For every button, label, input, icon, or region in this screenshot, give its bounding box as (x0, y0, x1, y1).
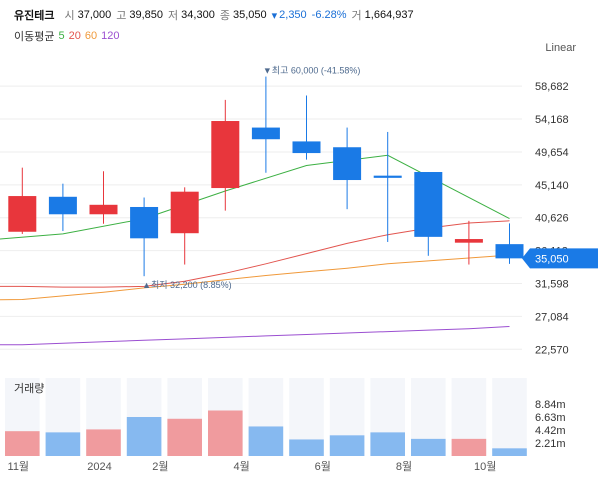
volume-bar (5, 431, 40, 456)
candle-body (211, 121, 240, 189)
ma60-line (0, 254, 510, 301)
y-tick-label: 49,654 (535, 147, 569, 159)
high-annotation: ▼최고 60,000 (-41.58%) (263, 66, 361, 76)
y-tick-label: 58,682 (535, 81, 569, 93)
change-arrow-icon: ▾ (271, 9, 278, 22)
high-label: 고 (116, 10, 127, 22)
volume-bar (411, 438, 446, 456)
current-price-label: 35,050 (535, 253, 569, 265)
volume-bar (492, 448, 527, 456)
candle-body (89, 204, 118, 215)
x-tick-label: 2월 (152, 460, 168, 473)
volume-bar (167, 418, 202, 456)
volume-bar (126, 417, 162, 456)
volume-bar (208, 410, 243, 456)
x-tick-label: 11월 (8, 460, 30, 473)
change-value: 2,350 (279, 9, 307, 21)
close-label: 종 (219, 10, 230, 22)
x-tick-label: 6월 (315, 460, 331, 473)
volume-bar (329, 435, 365, 456)
volume-bar (451, 438, 487, 456)
volume-bar (45, 432, 81, 456)
volume-tick-label: 8.84m (535, 399, 566, 411)
candle-body (495, 244, 524, 259)
low-value: 34,300 (181, 9, 215, 21)
open-value: 37,000 (77, 9, 112, 21)
ma-20-label: 20 (68, 30, 81, 42)
x-tick-label: 4월 (233, 460, 249, 473)
volume-bar (370, 432, 405, 456)
candle-body (414, 172, 443, 237)
y-tick-label: 45,140 (535, 180, 569, 192)
current-price-tag (522, 248, 598, 269)
ma-120-label: 120 (101, 30, 120, 42)
ma-5-label: 5 (58, 30, 65, 42)
candle-body (333, 147, 362, 181)
open-label: 시 (64, 10, 75, 22)
moving-average-legend[interactable]: 이동평균 5 20 60 120 (14, 28, 123, 44)
low-annotation: ▲최저 32,200 (8.85%) (142, 280, 232, 290)
price-summary-header: 유진테크 시 37,000 고 39,850 저 34,300 종 35,050… (14, 6, 419, 24)
candle-body (251, 127, 280, 140)
volume-slot-bg (492, 378, 527, 456)
candle-body (292, 141, 321, 154)
change-percent: -6.28% (311, 9, 347, 21)
volume-value: 1,664,937 (364, 9, 414, 21)
close-value: 35,050 (232, 9, 267, 21)
candle-body (454, 239, 483, 243)
volume-bar (289, 439, 324, 456)
candle-body (373, 175, 402, 178)
y-tick-label: 40,626 (535, 213, 569, 225)
low-label: 저 (168, 10, 179, 22)
candle-body (130, 206, 159, 239)
y-tick-label: 31,598 (535, 279, 569, 291)
moving-average-title: 이동평균 (14, 31, 55, 43)
volume-label: 거 (351, 10, 362, 22)
stock-name: 유진테크 (14, 10, 55, 22)
volume-tick-label: 6.63m (535, 412, 566, 424)
y-tick-label: 22,570 (535, 344, 569, 356)
scale-toggle-button[interactable]: Linear (545, 42, 576, 54)
volume-tick-label: 2.21m (535, 438, 566, 450)
x-tick-label: 8월 (396, 460, 412, 473)
y-tick-label: 54,168 (535, 114, 569, 126)
candle-body (170, 191, 199, 234)
candle-body (48, 196, 77, 215)
volume-bar (86, 429, 121, 456)
ma120-line (0, 326, 510, 346)
ma-60-label: 60 (84, 30, 98, 42)
x-tick-label: 2024 (87, 461, 111, 473)
volume-tick-label: 4.42m (535, 425, 566, 437)
x-tick-label: 10월 (474, 460, 496, 473)
high-value: 39,850 (129, 9, 164, 21)
candle-body (8, 196, 37, 232)
volume-bar (248, 426, 284, 456)
y-tick-label: 27,084 (535, 311, 569, 323)
volume-title: 거래량 (14, 382, 44, 395)
